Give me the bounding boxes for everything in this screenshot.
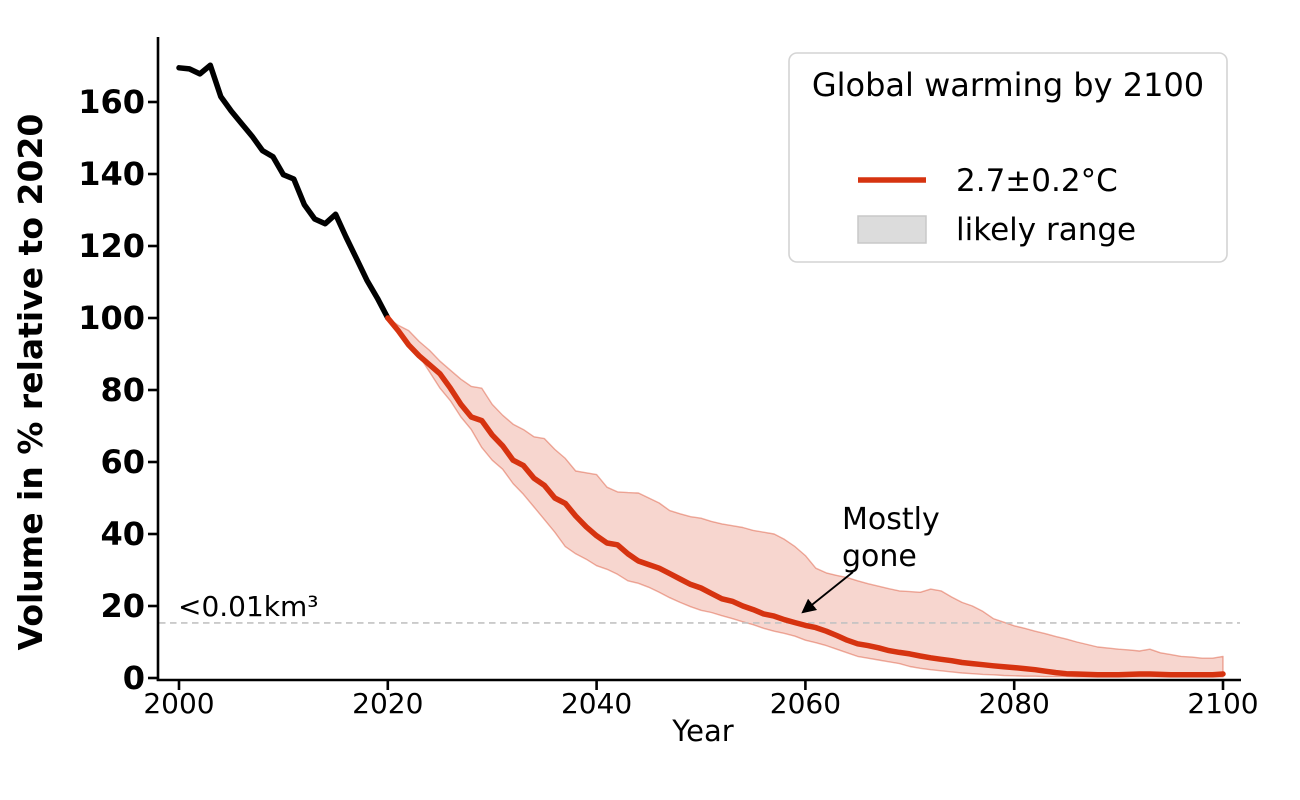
threshold-label: <0.01km³ — [178, 590, 319, 623]
x-tick-label: 2060 — [770, 687, 841, 720]
y-tick-label: 80 — [100, 371, 145, 409]
x-tick-label: 2000 — [143, 687, 214, 720]
annotation-mostly-gone: Mostly gone — [801, 502, 940, 614]
y-tick-label: 40 — [100, 515, 145, 553]
x-tick-label: 2040 — [561, 687, 632, 720]
historical-line — [176, 62, 391, 321]
annotation-arrow — [801, 571, 854, 614]
annotation-text-line1: Mostly — [842, 502, 940, 537]
y-tick-label: 60 — [100, 443, 145, 481]
series-lines — [176, 62, 1226, 678]
projection-line — [385, 315, 1226, 678]
y-axis-ticks: 0 20 40 60 80 100 120 140 160 — [78, 83, 158, 697]
legend-box — [788, 52, 1228, 263]
legend: Global warming by 2100 2.7±0.2°C likely … — [788, 52, 1228, 263]
x-tick-label: 2100 — [1187, 687, 1258, 720]
annotation-text-line2: gone — [842, 539, 917, 574]
x-axis-label: Year — [671, 714, 733, 748]
legend-label-warming: 2.7±0.2°C — [956, 163, 1118, 199]
y-tick-label: 120 — [78, 227, 145, 265]
legend-label-range: likely range — [956, 212, 1136, 248]
y-tick-label: 20 — [100, 587, 145, 625]
y-axis-label: Volume in % relative to 2020 — [11, 114, 50, 651]
legend-patch-sample — [857, 215, 927, 244]
x-axis-ticks: 2000 2020 2040 2060 2080 2100 — [143, 680, 1259, 720]
y-tick-label: 160 — [78, 83, 145, 121]
y-tick-label: 0 — [123, 659, 145, 697]
y-tick-label: 140 — [78, 155, 145, 193]
x-tick-label: 2080 — [979, 687, 1050, 720]
legend-title: Global warming by 2100 — [812, 66, 1204, 104]
x-tick-label: 2020 — [352, 687, 423, 720]
y-tick-label: 100 — [78, 299, 145, 337]
